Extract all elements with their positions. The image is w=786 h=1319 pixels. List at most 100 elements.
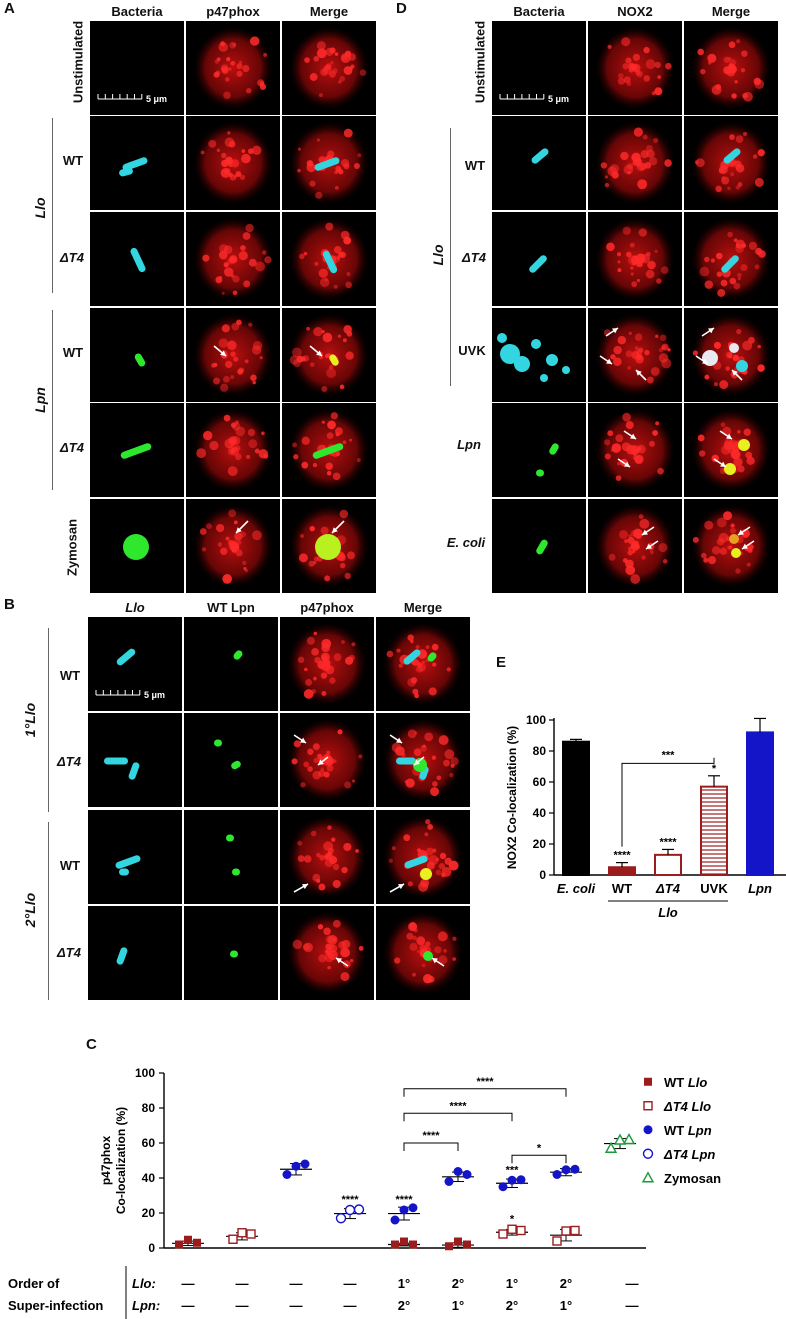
panel-b-label: B xyxy=(4,596,15,613)
panel-b-row-wt-1: WT xyxy=(59,668,81,683)
panel-c-order-llo-1: — xyxy=(182,1276,195,1291)
panel-c-legend-marker-1 xyxy=(644,1077,652,1086)
panel-c-point--t4-llo xyxy=(246,1229,256,1239)
panel-c-sig-label: * xyxy=(510,1213,515,1225)
panel-a-tile-r3-c1 xyxy=(90,212,184,306)
panel-e-xtick-1: E. coli xyxy=(557,881,596,896)
panel-b-tile-r3-c2 xyxy=(184,810,278,904)
panel-b-tile-r4-c2 xyxy=(184,906,278,1000)
panel-c-sig-label: **** xyxy=(395,1194,413,1206)
panel-c-point-wt-lpn xyxy=(408,1203,418,1213)
panel-c-bracket xyxy=(403,1142,459,1151)
panel-c-order-llo-2: — xyxy=(236,1276,249,1291)
panel-c-sig-label: *** xyxy=(506,1164,520,1176)
panel-b-group-1llo: 1°Llo xyxy=(22,702,38,738)
panel-e-xtick-5: Lpn xyxy=(748,881,772,896)
panel-e-sig-3: **** xyxy=(659,836,677,848)
panel-b-group-2llo: 2°Llo xyxy=(22,892,38,928)
panel-c-point-wt-lpn xyxy=(453,1167,463,1176)
panel-c-order-lpn-2: — xyxy=(236,1298,249,1313)
panel-c-point-wt-llo xyxy=(175,1240,183,1249)
panel-c-point--t4-llo xyxy=(561,1226,571,1236)
panel-a-tile-r2-c2 xyxy=(186,116,280,210)
panel-d-tile-r3-c2 xyxy=(588,212,682,306)
panel-c-sig-label: **** xyxy=(341,1194,359,1206)
panel-c-ytick: 100 xyxy=(135,1066,155,1080)
panel-d-tile-r2-c1 xyxy=(492,116,586,210)
panel-a-col-merge: Merge xyxy=(309,4,349,19)
panel-d-tile-r5-c3 xyxy=(684,403,778,497)
panel-a-tile-r1-c3 xyxy=(282,21,376,115)
panel-c-bracket xyxy=(403,1112,513,1122)
panel-a-tile-r3-c3 xyxy=(282,212,376,306)
svg-text:5 μm: 5 μm xyxy=(548,94,569,104)
panel-c-order-lpn-6: 1° xyxy=(452,1298,464,1313)
panel-e-bar-2 xyxy=(608,866,636,876)
panel-c-point-wt-llo xyxy=(409,1240,417,1249)
panel-c-order-llo-4: — xyxy=(344,1276,357,1291)
panel-e-sig-2: **** xyxy=(613,850,631,862)
panel-e-bracket xyxy=(621,757,715,847)
panel-c-order-lpn-9: — xyxy=(626,1298,639,1313)
svg-text:5 μm: 5 μm xyxy=(146,94,167,104)
panel-a-row-unstimulated: Unstimulated xyxy=(70,20,86,104)
panel-e-ytick: 20 xyxy=(533,837,547,851)
panel-e-group-label: Llo xyxy=(658,905,678,920)
panel-b-col-llo: Llo xyxy=(125,600,145,615)
panel-a-label: A xyxy=(4,0,15,17)
panel-c-point-wt-lpn xyxy=(507,1175,517,1185)
panel-c-point-wt-llo xyxy=(184,1235,192,1244)
panel-a-group-llo: Llo xyxy=(32,197,48,219)
panel-e-bar-5 xyxy=(746,731,774,877)
panel-d-tile-r6-c3 xyxy=(684,499,778,593)
panel-c-legend-marker-5 xyxy=(641,1171,655,1183)
panel-c-bracket-label: **** xyxy=(449,1100,467,1112)
panel-e-ytick: 40 xyxy=(533,806,547,820)
panel-d-tile-r5-c2 xyxy=(588,403,682,497)
panel-d-col-nox2: NOX2 xyxy=(617,4,653,19)
panel-a-tile-r4-c2 xyxy=(186,308,280,402)
panel-b-tile-r4-c4 xyxy=(376,906,470,1000)
panel-a-tile-r1-c1: 5 μm xyxy=(90,21,184,115)
panel-a-tile-r3-c2 xyxy=(186,212,280,306)
panel-a-col-bacteria: Bacteria xyxy=(111,4,163,19)
panel-e-ytick: 80 xyxy=(533,744,547,758)
panel-c-ytick: 40 xyxy=(142,1171,156,1185)
panel-a-group-lpn: Lpn xyxy=(32,387,48,413)
panel-c-ylabel: p47phoxCo-localization (%) xyxy=(99,1107,128,1214)
panel-a-row-wt-lpn: WT xyxy=(62,345,84,360)
panel-a-row-wt-llo: WT xyxy=(62,153,84,168)
panel-b-row-wt-2: WT xyxy=(59,858,81,873)
panel-c-point-wt-lpn xyxy=(552,1170,562,1179)
panel-d-group-llo: Llo xyxy=(430,244,446,266)
panel-c-point-zymosan xyxy=(613,1133,627,1145)
panel-d-row-uvk: UVK xyxy=(458,343,486,358)
panel-c-order-llo-6: 2° xyxy=(452,1276,464,1291)
panel-c-point-zymosan xyxy=(622,1133,636,1145)
panel-c-point--t4-llo xyxy=(516,1225,526,1236)
panel-c-legend-marker-2 xyxy=(643,1101,653,1111)
panel-b-col-p47phox: p47phox xyxy=(300,600,354,615)
panel-a-tile-r6-c3 xyxy=(282,499,376,593)
panel-c-point-wt-llo xyxy=(193,1238,201,1247)
panel-d-row-wt: WT xyxy=(464,158,486,173)
panel-c-point-wt-llo xyxy=(454,1237,462,1246)
panel-c-order-lpn-5: 2° xyxy=(398,1298,410,1313)
panel-c-point-wt-lpn xyxy=(300,1159,310,1169)
panel-d-tile-r3-c1 xyxy=(492,212,586,306)
panel-a-tile-r5-c3 xyxy=(282,403,376,497)
panel-b-col-wt-lpn: WT Lpn xyxy=(207,600,255,615)
panel-d-tile-r5-c1 xyxy=(492,403,586,497)
panel-c-label: C xyxy=(86,1036,97,1053)
panel-c-point--t4-llo xyxy=(228,1234,238,1244)
panel-c-point-wt-lpn xyxy=(561,1165,571,1175)
panel-b-tile-r2-c1 xyxy=(88,713,182,807)
panel-b-tile-r1-c1: 5 μm xyxy=(88,617,182,711)
panel-b-row-dt4-2: ΔT4 xyxy=(57,945,81,960)
svg-text:5 μm: 5 μm xyxy=(144,690,165,700)
panel-a-row-dt4-lpn: ΔT4 xyxy=(60,440,84,455)
panel-b-2-bracket xyxy=(48,822,49,1000)
panel-e-ytick: 100 xyxy=(526,713,546,727)
panel-c-point-wt-lpn xyxy=(282,1170,292,1179)
